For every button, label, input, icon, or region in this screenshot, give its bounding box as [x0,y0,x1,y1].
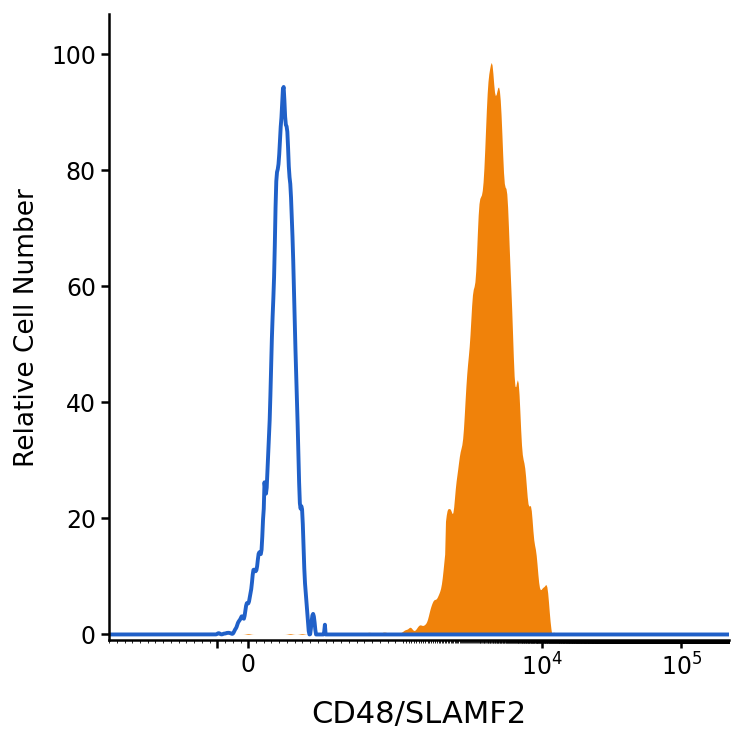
X-axis label: CD48/SLAMF2: CD48/SLAMF2 [311,700,527,729]
Y-axis label: Relative Cell Number: Relative Cell Number [14,188,40,467]
